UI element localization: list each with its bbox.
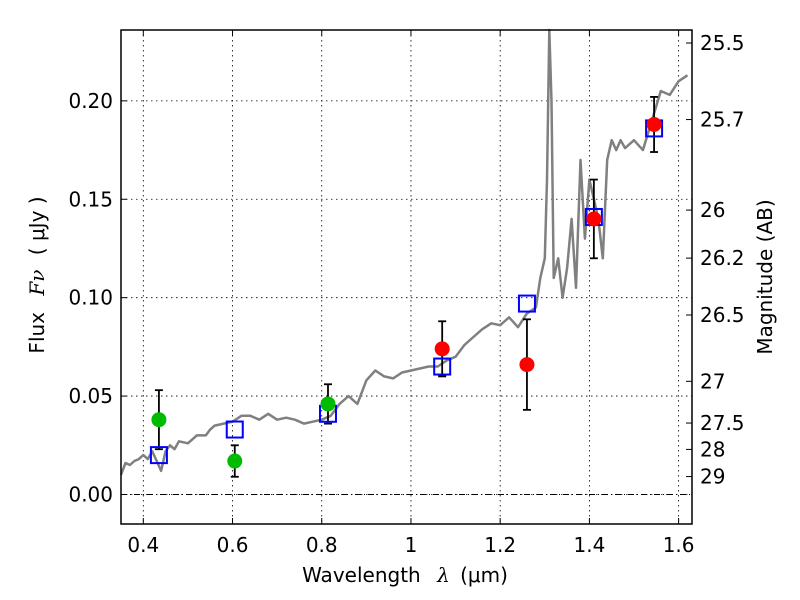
- y-right-tick-label: 25.7: [700, 108, 745, 132]
- spectrum-line: [119, 28, 689, 476]
- observed-circle-marker: [519, 357, 535, 373]
- x-tick-label: 1.4: [573, 533, 605, 557]
- observed-circle-marker: [320, 396, 336, 412]
- y-tick-label: 0.15: [68, 187, 113, 211]
- data-markers: [149, 116, 664, 469]
- model-square-marker: [433, 357, 452, 376]
- observed-circle-marker: [151, 412, 167, 428]
- y-right-tick-label: 25.5: [700, 31, 745, 55]
- x-axis-label-symbol: λ: [436, 563, 450, 587]
- observed-circle-marker: [227, 453, 243, 469]
- y-right-tick-label: 26: [700, 198, 725, 222]
- y-right-tick-label: 28: [700, 437, 725, 461]
- y-right-tick-label: 26.5: [700, 303, 745, 327]
- observed-circle-marker: [646, 116, 662, 132]
- observed-circle-marker: [434, 341, 450, 357]
- grid-lines: [121, 30, 692, 524]
- x-tick-label: 0.8: [306, 533, 338, 557]
- y-tick-label: 0.10: [68, 286, 113, 310]
- y-right-tick-label: 26.2: [700, 246, 745, 270]
- x-tick-label: 1: [405, 533, 418, 557]
- y-right-axis-label: Magnitude (AB): [753, 199, 777, 354]
- axis-ticks: 0.4 0.6 0.8 1 1.2 1.4 1.6 0.00 0.05 0.10 0.15 0.20 2…: [68, 30, 745, 557]
- x-tick-label: 0.4: [127, 533, 159, 557]
- x-axis-label: Wavelength λ (μm): [302, 563, 508, 587]
- x-tick-label: 1.2: [484, 533, 516, 557]
- y-tick-label: 0.00: [68, 482, 113, 506]
- x-tick-label: 1.6: [663, 533, 695, 557]
- y-axis-label-text: Flux: [25, 312, 49, 354]
- model-square-marker: [149, 446, 168, 465]
- y-tick-label: 0.05: [68, 384, 113, 408]
- y-axis-label: Flux Fν ( μJy ): [25, 196, 49, 353]
- y-right-tick-label: 27.5: [700, 411, 745, 435]
- y-right-tick-label: 29: [700, 465, 725, 489]
- y-axis-label-symbol: Fν: [25, 270, 49, 297]
- x-tick-label: 0.6: [217, 533, 249, 557]
- model-square-marker: [517, 294, 536, 313]
- observed-circle-marker: [586, 211, 602, 227]
- error-bars: [154, 96, 659, 478]
- x-axis-label-unit: (μm): [460, 563, 508, 587]
- spectrum-polyline: [119, 28, 689, 476]
- y-tick-label: 0.20: [68, 89, 113, 113]
- y-right-tick-label: 27: [700, 369, 725, 393]
- x-axis-label-text: Wavelength: [302, 563, 421, 587]
- plot-frame: [120, 29, 693, 525]
- model-square-marker: [225, 420, 244, 439]
- y-axis-label-unit: ( μJy ): [25, 196, 49, 255]
